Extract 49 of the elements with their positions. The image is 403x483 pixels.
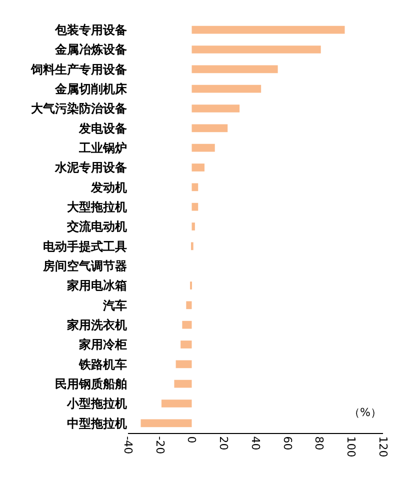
y-tick-label: 民用钢质船舶	[55, 377, 127, 392]
x-tick-label: 100	[344, 436, 358, 458]
y-tick-label: 家用冷柜	[78, 338, 127, 352]
y-tick-label: 水泥专用设备	[54, 160, 127, 175]
bar	[192, 202, 198, 211]
y-tick-label: 房间空气调节器	[42, 259, 127, 274]
y-tick-label: 工业锅炉	[78, 141, 127, 156]
y-tick-label: 小型拖拉机	[66, 396, 127, 411]
bar	[192, 104, 240, 112]
bar	[192, 124, 228, 132]
x-tick-label: 20	[217, 436, 230, 450]
bar	[192, 183, 198, 192]
bar	[192, 84, 262, 93]
y-tick-label: 家用洗衣机	[66, 318, 127, 332]
x-tick-label: 0	[185, 436, 198, 444]
x-tick-label: 80	[312, 436, 326, 450]
x-tick-label: 120	[376, 436, 390, 458]
bar	[140, 419, 192, 428]
bar	[161, 400, 192, 408]
y-tick-label: 发动机	[90, 180, 127, 194]
y-tick-label: 家用电冰箱	[66, 278, 127, 293]
x-axis-title: （%）	[349, 406, 382, 419]
bar	[192, 65, 278, 74]
x-tick-label: 40	[248, 436, 262, 450]
y-tick-label: 大型拖拉机	[67, 200, 127, 214]
bar	[192, 144, 215, 152]
bar	[192, 46, 321, 54]
y-tick-label: 发电设备	[78, 121, 127, 136]
bar	[186, 301, 192, 310]
bar	[192, 26, 345, 34]
y-tick-label: 饲料生产专用设备	[30, 62, 127, 76]
x-tick-label: -40	[121, 436, 134, 454]
bar	[180, 340, 192, 348]
y-tick-label: 中型拖拉机	[67, 416, 127, 430]
y-tick-label: 汽车	[102, 298, 127, 312]
x-tick-label: 60	[280, 436, 294, 450]
x-tick-label: -20	[153, 436, 166, 454]
bar	[176, 360, 192, 368]
y-tick-label: 金属冶炼设备	[54, 42, 127, 57]
y-tick-label: 电动手提式工具	[43, 239, 127, 254]
bar	[174, 380, 192, 388]
bar	[192, 222, 195, 230]
y-tick-label: 大气污染防治设备	[31, 102, 127, 116]
y-tick-label: 金属切削机床	[54, 82, 128, 96]
bar	[192, 164, 204, 172]
y-tick-label: 包装专用设备	[54, 23, 127, 38]
y-tick-label: 铁路机车	[78, 357, 127, 372]
bar	[182, 320, 192, 329]
y-tick-label: 交流电动机	[66, 220, 127, 234]
